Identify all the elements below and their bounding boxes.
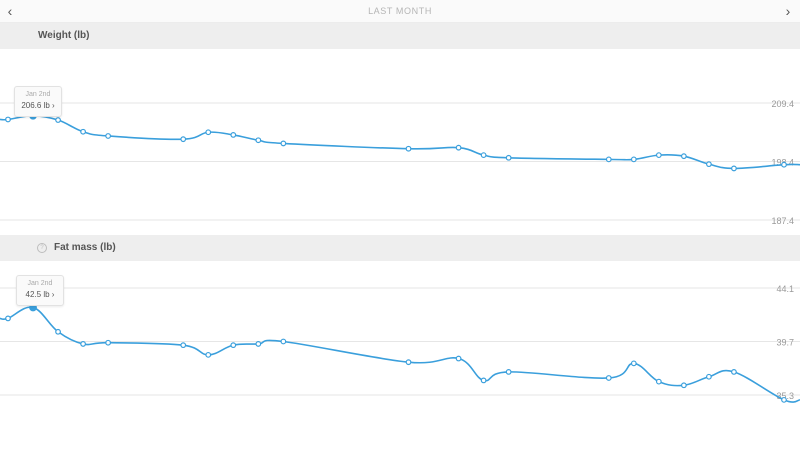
fat-data-point[interactable] bbox=[55, 328, 61, 335]
weight-data-point[interactable] bbox=[55, 117, 61, 123]
fat-data-point[interactable] bbox=[781, 396, 787, 403]
weight-tooltip-date: Jan 2nd bbox=[25, 91, 51, 98]
fat-section-title: Fat mass (lb) bbox=[54, 242, 116, 253]
fat-data-point[interactable] bbox=[280, 338, 287, 345]
weight-tooltip[interactable]: Jan 2nd 206.6 lb › bbox=[14, 86, 62, 117]
fat-data-point[interactable] bbox=[605, 375, 612, 381]
fat-data-point[interactable] bbox=[655, 378, 662, 385]
weight-data-point[interactable] bbox=[5, 116, 11, 123]
fat-tooltip-date: Jan 2nd bbox=[27, 280, 53, 287]
fat-data-point[interactable] bbox=[5, 315, 11, 322]
fat-data-point[interactable] bbox=[205, 351, 212, 358]
weight-data-point[interactable] bbox=[255, 137, 262, 144]
chevron-left-icon[interactable]: ‹ bbox=[7, 3, 13, 19]
weight-data-point[interactable] bbox=[405, 145, 412, 152]
weight-tooltip-value: 206.6 lb › bbox=[21, 101, 55, 110]
chevron-right-icon[interactable]: › bbox=[785, 3, 791, 19]
weight-data-point[interactable] bbox=[80, 128, 86, 135]
weight-data-point[interactable] bbox=[280, 140, 287, 147]
fat-tooltip[interactable]: Jan 2nd 42.5 lb › bbox=[16, 275, 64, 306]
weight-data-point[interactable] bbox=[680, 153, 687, 160]
weight-data-point[interactable] bbox=[230, 132, 237, 138]
weight-data-point[interactable] bbox=[180, 136, 187, 143]
fat-tooltip-value: 42.5 lb › bbox=[25, 290, 55, 299]
weight-data-point[interactable] bbox=[781, 161, 787, 168]
fat-data-point[interactable] bbox=[405, 359, 412, 366]
weight-data-point[interactable] bbox=[706, 161, 712, 168]
weight-data-point[interactable] bbox=[605, 156, 612, 163]
weight-data-point[interactable] bbox=[455, 144, 462, 151]
fat-data-point[interactable] bbox=[80, 341, 86, 347]
weight-series-line bbox=[0, 114, 800, 170]
weight-data-point[interactable] bbox=[731, 165, 737, 172]
fat-data-point[interactable] bbox=[706, 373, 712, 380]
weight-data-point[interactable] bbox=[630, 156, 637, 163]
period-title: LAST MONTH bbox=[368, 6, 432, 16]
fat-data-point[interactable] bbox=[480, 377, 487, 384]
fat-data-point[interactable] bbox=[680, 382, 687, 389]
weight-y-tick-label: 209.4 bbox=[771, 99, 794, 109]
fat-chart[interactable]: 44.1 39.7 35.3 bbox=[0, 261, 800, 449]
weight-y-tick-label: 187.4 bbox=[771, 216, 794, 226]
fat-data-point[interactable] bbox=[455, 355, 462, 362]
weight-section-header: Weight (lb) bbox=[0, 23, 800, 49]
weight-data-point[interactable] bbox=[105, 133, 112, 139]
fat-data-point[interactable] bbox=[255, 341, 262, 347]
fat-data-point[interactable] bbox=[505, 368, 512, 375]
fat-data-point[interactable] bbox=[230, 342, 237, 349]
period-navigation-bar: ‹ LAST MONTH › bbox=[0, 0, 800, 23]
weight-data-point[interactable] bbox=[205, 129, 212, 136]
fat-y-tick-label: 35.3 bbox=[776, 391, 794, 401]
fat-data-point[interactable] bbox=[630, 360, 637, 367]
weight-section-title: Weight (lb) bbox=[38, 30, 90, 41]
weight-data-point[interactable] bbox=[480, 152, 487, 159]
fat-y-tick-label: 39.7 bbox=[776, 338, 794, 348]
fat-data-point[interactable] bbox=[105, 339, 112, 346]
weight-data-point[interactable] bbox=[655, 152, 662, 159]
fat-series-line bbox=[0, 306, 800, 403]
weight-data-point[interactable] bbox=[505, 154, 512, 161]
question-circle-icon[interactable]: ? bbox=[37, 243, 47, 253]
fat-y-tick-label: 44.1 bbox=[776, 284, 794, 294]
fat-data-point[interactable] bbox=[180, 342, 187, 349]
fat-section-header: ? Fat mass (lb) bbox=[0, 235, 800, 261]
fat-data-point[interactable] bbox=[731, 368, 737, 375]
